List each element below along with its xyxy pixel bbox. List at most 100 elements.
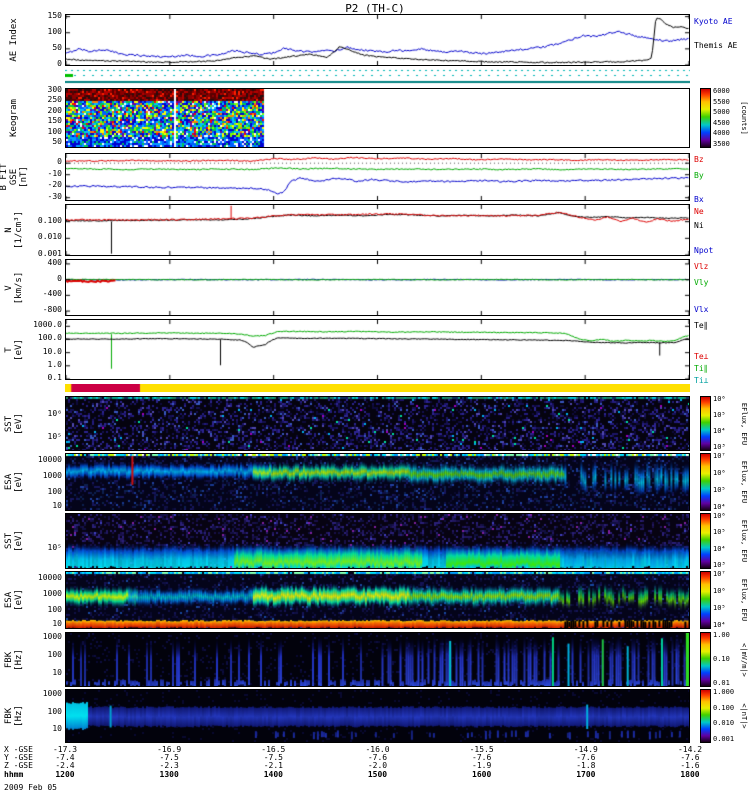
esa-ion-ytick-3: 10 [52, 501, 62, 511]
bfit-series-label-2: Bx [694, 195, 704, 204]
panel-bfit [65, 153, 690, 201]
fbk-e-ytick-2: 10 [52, 667, 62, 677]
temperature-canvas [66, 320, 689, 379]
keogram-ylabel: Keogram [9, 99, 19, 137]
velocity-series-label-1: Vly [694, 278, 709, 287]
keogram-colorbar-title: [counts] [740, 101, 748, 135]
axis-value-r0-c1: -16.9 [157, 745, 182, 754]
temperature-ytick-0: 1000.0 [33, 320, 62, 330]
esa-electron-colorbar-label-0: 10⁷ [713, 570, 726, 578]
fbk-b-ytick-1: 100 [47, 706, 62, 716]
panel-fbk-e [65, 632, 690, 687]
panel-avail [65, 68, 690, 86]
esa-ion-colorbar-label-3: 10⁴ [713, 503, 726, 511]
panel-density [65, 204, 690, 256]
ae-series-label-0: Kyoto AE [694, 17, 733, 26]
keogram-colorbar-label-0: 6000 [713, 87, 730, 95]
esa-electron-ytick-1: 1000 [42, 588, 62, 598]
esa-ion-ytick-1: 1000 [42, 470, 62, 480]
panel-sst-ion [65, 396, 690, 451]
esa-electron-colorbar-label-3: 10⁴ [713, 621, 726, 629]
axis-value-r0-c2: -16.5 [261, 745, 286, 754]
sst-ion-ytick-0: 10⁶ [47, 409, 62, 419]
panel-temperature [65, 319, 690, 380]
sst-electron-colorbar-label-1: 10⁵ [713, 528, 726, 537]
axis-value-r2-c4: -1.9 [472, 761, 492, 770]
bfit-ytick-1: -10 [47, 168, 62, 178]
keogram-colorbar-label-2: 5000 [713, 108, 730, 117]
esa-electron-colorbar-label-1: 10⁶ [713, 587, 726, 595]
fbk-b-ytick-0: 1000 [42, 689, 62, 699]
keogram-colorbar-label-5: 3500 [713, 140, 730, 148]
fbk-e-colorbar-title: <|mV/m|> [740, 642, 748, 677]
sst-ion-colorbar [700, 396, 711, 451]
velocity-ytick-1: 0 [57, 273, 62, 283]
ae-canvas [66, 15, 689, 65]
keogram-ytick-1: 250 [47, 95, 62, 105]
fbk-b-ylabel: FBK [Hz] [4, 705, 24, 727]
ae-ylabel: AE Index [9, 18, 19, 62]
fbk-e-ytick-0: 1000 [42, 632, 62, 642]
axis-value-r3-c6: 1800 [680, 770, 700, 779]
axis-row-label-3: hhmm [4, 770, 24, 779]
esa-ion-ytick-0: 10000 [37, 454, 62, 464]
panel-fbk-b [65, 689, 690, 743]
axis-value-r3-c1: 1300 [159, 770, 179, 779]
fbk-e-colorbar-label-0: 1.00 [713, 631, 730, 639]
temperature-series-label-3: Ti⊥ [694, 376, 709, 385]
esa-ion-colorbar-label-2: 10⁵ [713, 486, 726, 494]
temperature-ytick-4: 0.1 [47, 373, 62, 382]
ae-ytick-2: 50 [52, 42, 62, 52]
panel-sst-electron [65, 513, 690, 569]
esa-ion-colorbar-label-0: 10⁷ [713, 452, 726, 460]
burst-bar-canvas [65, 384, 690, 392]
density-canvas [66, 205, 689, 255]
esa-electron-colorbar-title: EFlux, EFU [740, 578, 748, 622]
axis-value-r0-c0: -17.3 [52, 745, 78, 754]
axis-value-r2-c5: -1.8 [576, 761, 596, 770]
axis-value-r2-c0: -2.4 [55, 761, 75, 770]
sst-ion-ytick-1: 10⁵ [47, 432, 62, 442]
bfit-ytick-0: 0 [57, 157, 62, 167]
keogram-ytick-2: 200 [47, 105, 62, 115]
esa-ion-colorbar [700, 453, 711, 511]
axis-value-r2-c6: -1.6 [680, 761, 700, 770]
velocity-ytick-2: -400 [42, 289, 62, 299]
bfit-series-label-0: Bz [694, 155, 704, 164]
density-ytick-1: 0.010 [37, 232, 62, 242]
axis-value-r1-c6: -7.6 [680, 753, 700, 762]
keogram-colorbar-label-3: 4500 [713, 118, 730, 127]
esa-ion-colorbar-title: EFlux, EFU [740, 460, 748, 504]
fbk-e-ylabel: FBK [Hz] [4, 648, 24, 671]
temperature-series-label-2: Ti∥ [694, 364, 708, 373]
sst-electron-ytick-0: 10⁵ [47, 542, 62, 552]
axis-value-r3-c4: 1600 [472, 770, 492, 779]
sst-ion-ylabel: SST [eV] [4, 412, 24, 435]
axis-row-label-2: Z -GSE [4, 761, 33, 770]
fbk-e-colorbar-label-2: 0.01 [713, 679, 730, 687]
sst-ion-colorbar-label-2: 10⁴ [713, 427, 726, 435]
panel-keogram [65, 88, 690, 148]
sst-electron-canvas [66, 514, 689, 568]
date-label: 2009 Feb 05 [4, 783, 57, 792]
sst-electron-colorbar [700, 513, 711, 569]
keogram-colorbar-label-4: 4000 [713, 129, 730, 138]
velocity-ytick-3: -800 [42, 305, 62, 315]
keogram-canvas [66, 89, 689, 147]
panel-esa-ion [65, 453, 690, 511]
density-series-label-2: Npot [694, 246, 714, 255]
axis-value-r0-c5: -14.9 [573, 745, 598, 754]
fbk-b-colorbar-label-2: 0.010 [713, 719, 735, 728]
bfit-ytick-3: -30 [47, 191, 62, 201]
fbk-e-ytick-1: 100 [47, 650, 62, 660]
axis-value-r1-c5: -7.6 [576, 753, 596, 762]
temperature-ytick-2: 10.0 [42, 346, 62, 356]
esa-electron-colorbar [700, 571, 711, 629]
ae-ytick-3: 0 [57, 59, 62, 68]
bfit-ytick-2: -20 [47, 180, 62, 190]
sst-ion-canvas [66, 397, 689, 450]
density-ytick-0: 0.100 [37, 215, 62, 225]
esa-electron-ytick-0: 10000 [37, 572, 62, 582]
keogram-ytick-3: 150 [47, 116, 62, 126]
keogram-colorbar-label-1: 5500 [713, 97, 730, 106]
